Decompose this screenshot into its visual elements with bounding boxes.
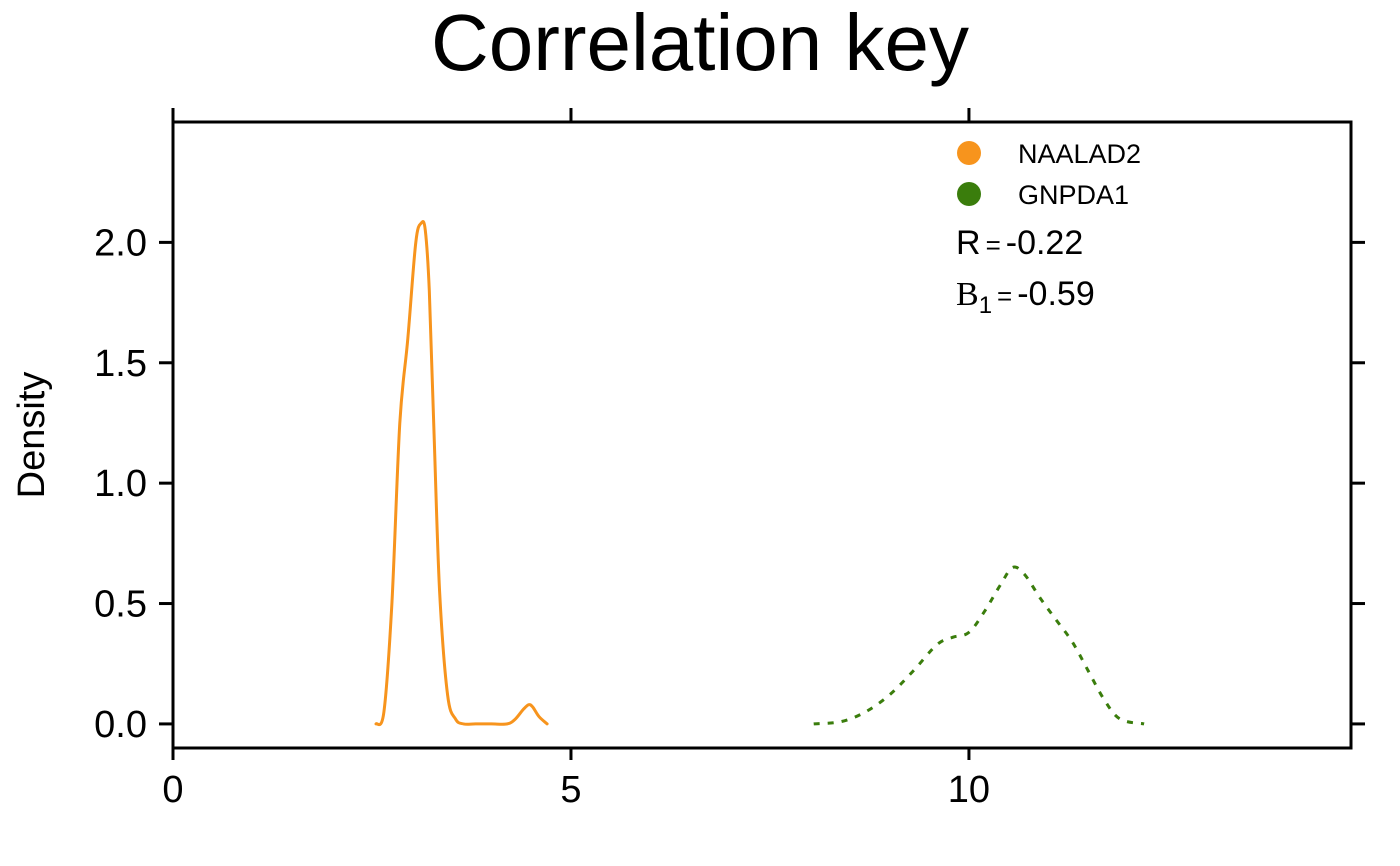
legend-marker-naalad2 — [957, 141, 981, 165]
x-tick-label: 10 — [948, 769, 990, 811]
stats-annotation: R = -0.22 B1 = -0.59 — [956, 224, 1095, 319]
b-label: B — [956, 276, 979, 313]
r-label: R — [956, 224, 981, 262]
series-layer — [374, 220, 1145, 727]
r-stat: R = -0.22 — [956, 224, 1083, 262]
y-tick-label: 0.0 — [94, 704, 147, 746]
y-tick-label: 1.0 — [94, 463, 147, 505]
y-tick-label: 0.5 — [94, 584, 147, 626]
x-ticks: 0 5 10 — [162, 108, 990, 811]
legend-label-naalad2: NAALAD2 — [1018, 139, 1141, 169]
y-axis-label: Density — [11, 372, 53, 499]
series-line-gnpda1 — [813, 565, 1145, 726]
y-ticks: 0.0 0.5 1.0 1.5 2.0 — [94, 222, 1365, 746]
plot-frame — [171, 120, 1353, 750]
b-equals: = — [997, 281, 1012, 311]
b-subscript: 1 — [979, 292, 992, 319]
x-tick-label: 0 — [162, 769, 183, 811]
r-value: -0.22 — [1006, 224, 1084, 262]
b-value: -0.59 — [1017, 275, 1095, 313]
x-tick-label: 5 — [560, 769, 581, 811]
y-tick-label: 2.0 — [94, 222, 147, 264]
legend: NAALAD2 GNPDA1 — [957, 139, 1141, 210]
chart-title: Correlation key — [431, 0, 969, 87]
y-tick-label: 1.5 — [94, 343, 147, 385]
b-stat: B1 = -0.59 — [956, 275, 1095, 319]
legend-label-gnpda1: GNPDA1 — [1018, 180, 1129, 210]
r-equals: = — [986, 230, 1001, 260]
series-line-naalad2 — [374, 220, 549, 727]
legend-marker-gnpda1 — [957, 182, 981, 206]
